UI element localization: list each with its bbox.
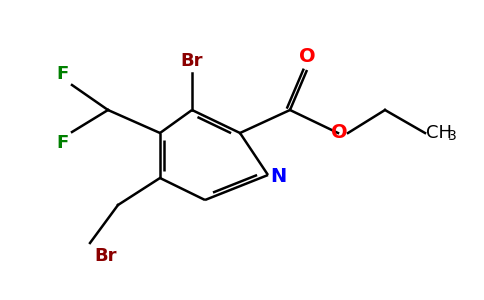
Text: Br: Br	[94, 247, 117, 265]
Text: F: F	[57, 134, 69, 152]
Text: F: F	[57, 65, 69, 83]
Text: 3: 3	[448, 129, 456, 143]
Text: Br: Br	[181, 52, 203, 70]
Text: CH: CH	[426, 124, 452, 142]
Text: O: O	[299, 47, 315, 66]
Text: O: O	[331, 122, 348, 142]
Text: N: N	[270, 167, 286, 187]
